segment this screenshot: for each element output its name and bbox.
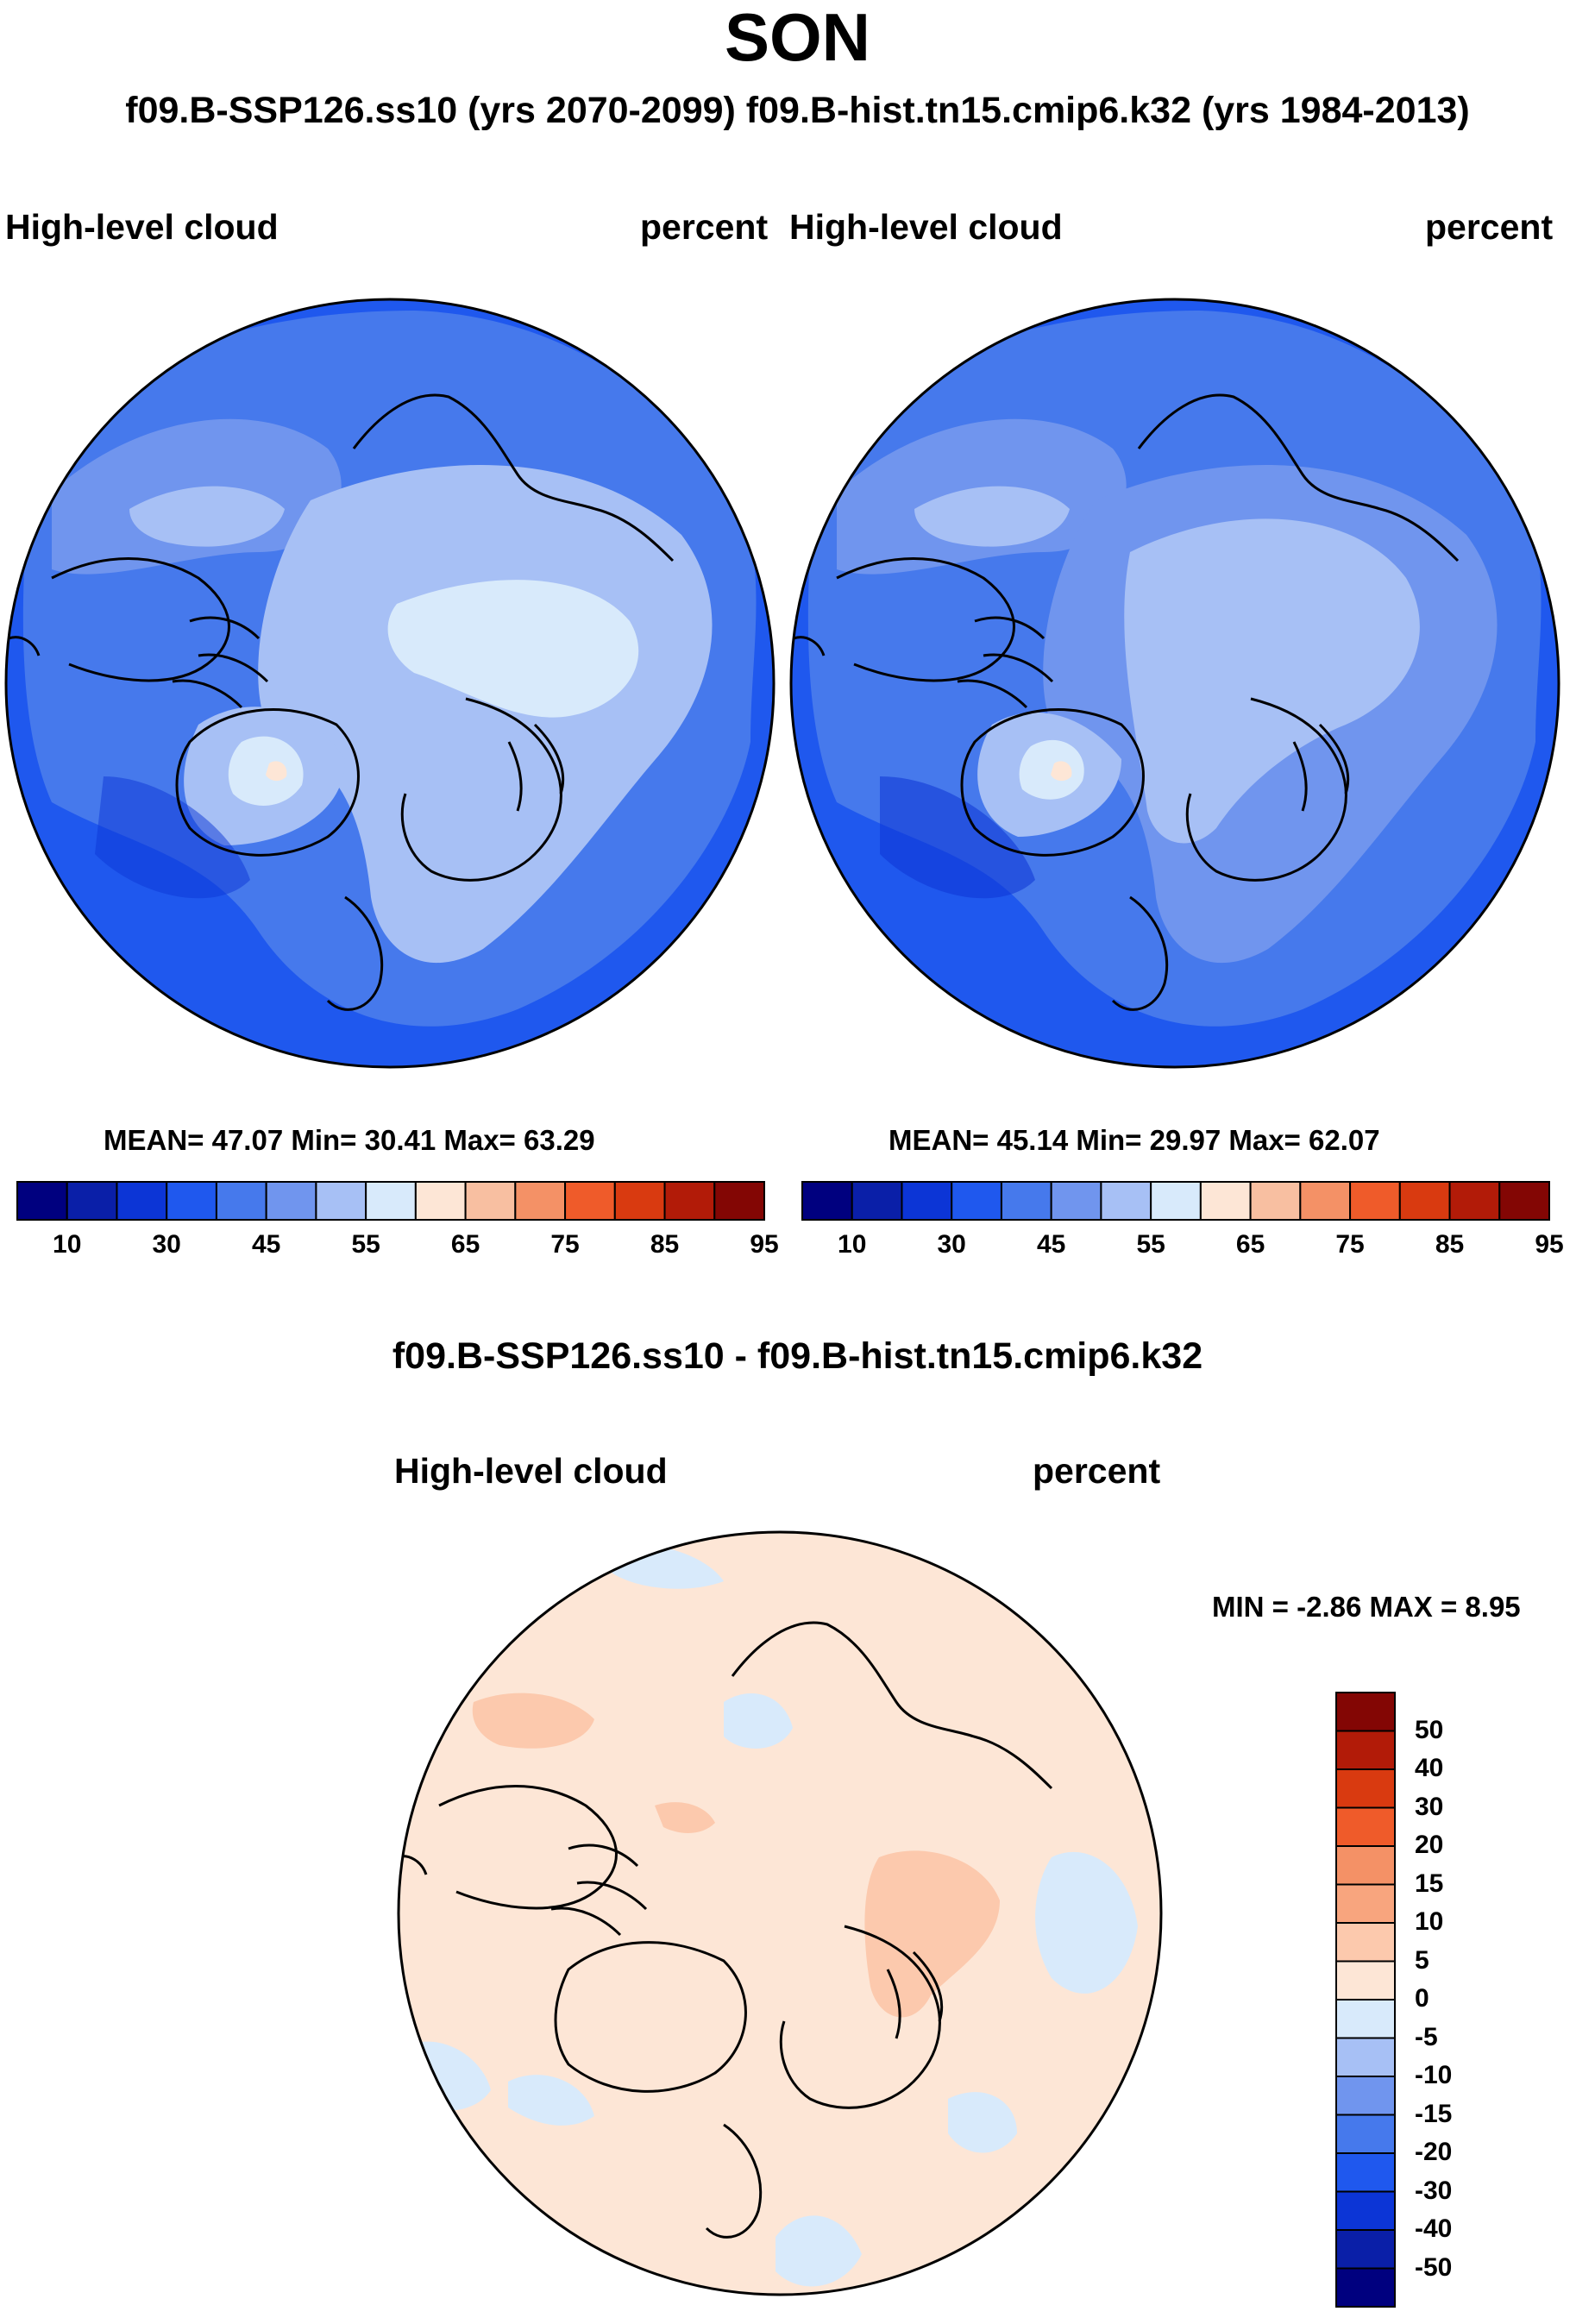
- colorbar-swatch: [1335, 1883, 1396, 1924]
- colorbar-tick-label: -30: [1415, 2176, 1453, 2205]
- colorbar-swatch: [215, 1181, 267, 1221]
- colorbar-tick-label: 65: [450, 1230, 480, 1259]
- colorbar-tick-label: -5: [1415, 2022, 1438, 2051]
- colorbar-tick-label: -40: [1415, 2214, 1453, 2243]
- colorbar-swatch: [1335, 2190, 1396, 2231]
- colorbar-swatch: [1050, 1181, 1102, 1221]
- colorbar-swatch: [851, 1181, 903, 1221]
- colorbar-tick-label: 65: [1235, 1230, 1265, 1259]
- colorbar-tick-label: 10: [838, 1230, 867, 1259]
- difference-title: f09.B-SSP126.ss10 - f09.B-hist.tn15.cmip…: [392, 1335, 1203, 1377]
- colorbar-swatch: [414, 1181, 467, 1221]
- colorbar-swatch: [1335, 2037, 1396, 2077]
- colorbar-tick-label: 55: [351, 1230, 380, 1259]
- colorbar-swatch: [613, 1181, 666, 1221]
- colorbar-swatch: [1448, 1181, 1501, 1221]
- colorbar-swatch: [1335, 2076, 1396, 2116]
- right-panel-variable: High-level cloud: [789, 207, 1063, 247]
- colorbar-swatch: [951, 1181, 1002, 1221]
- left-panel-variable: High-level cloud: [5, 207, 279, 247]
- colorbar-tick-label: -15: [1415, 2099, 1453, 2128]
- colorbar-swatch: [1249, 1181, 1302, 1221]
- difference-units: percent: [1033, 1451, 1161, 1491]
- colorbar-tick-label: 75: [550, 1230, 580, 1259]
- colorbar-swatch: [1335, 1960, 1396, 2001]
- colorbar-tick-label: 40: [1415, 1754, 1444, 1782]
- colorbar-swatch: [1000, 1181, 1052, 1221]
- colorbar-swatch: [1100, 1181, 1152, 1221]
- colorbar-swatch: [365, 1181, 417, 1221]
- colorbar-swatch: [1335, 2229, 1396, 2270]
- colorbar-tick-label: -20: [1415, 2138, 1453, 2166]
- colorbar-swatch: [901, 1181, 953, 1221]
- colorbar-swatch: [315, 1181, 367, 1221]
- colorbar-swatch: [464, 1181, 517, 1221]
- colorbar-swatch: [1335, 1806, 1396, 1847]
- colorbar-swatch: [116, 1181, 168, 1221]
- colorbar-tick-label: -50: [1415, 2252, 1453, 2282]
- colorbar-tick-label: 30: [1415, 1792, 1444, 1821]
- colorbar-tick-label: 20: [1415, 1831, 1444, 1859]
- colorbar-swatch: [1398, 1181, 1451, 1221]
- colorbar-swatch: [713, 1181, 765, 1221]
- colorbar-swatch: [1199, 1181, 1252, 1221]
- colorbar-tick-label: 75: [1335, 1230, 1365, 1259]
- colorbar-tick-label: 10: [53, 1230, 82, 1259]
- colorbar-tick-label: 55: [1136, 1230, 1165, 1259]
- right-colorbar: [801, 1181, 1550, 1221]
- colorbar-tick-label: 5: [1415, 1945, 1429, 1975]
- colorbar-swatch: [1299, 1181, 1352, 1221]
- colorbar-tick-label: 45: [251, 1230, 281, 1259]
- colorbar-tick-label: 85: [650, 1230, 680, 1259]
- difference-polar-map: [397, 1530, 1163, 2296]
- colorbar-swatch: [1335, 2152, 1396, 2193]
- colorbar-tick-label: 50: [1415, 1715, 1444, 1744]
- colorbar-swatch: [1335, 1922, 1396, 1963]
- colorbar-swatch: [1335, 1999, 1396, 2039]
- left-panel-units: percent: [640, 207, 769, 247]
- colorbar-tick-label: -10: [1415, 2061, 1453, 2089]
- colorbar-swatch: [1150, 1181, 1202, 1221]
- right-panel-stats: MEAN= 45.14 Min= 29.97 Max= 62.07: [889, 1124, 1380, 1156]
- colorbar-swatch: [1335, 1730, 1396, 1770]
- colorbar-swatch: [1335, 1845, 1396, 1886]
- colorbar-swatch: [514, 1181, 567, 1221]
- colorbar-swatch: [16, 1181, 68, 1221]
- colorbar-tick-label: 10: [1415, 1907, 1444, 1936]
- difference-colorbar: [1335, 1692, 1396, 2308]
- colorbar-tick-label: 30: [937, 1230, 966, 1259]
- left-panel-stats: MEAN= 47.07 Min= 30.41 Max= 63.29: [104, 1124, 595, 1156]
- right-panel-units: percent: [1425, 207, 1554, 247]
- left-polar-map: [4, 298, 776, 1069]
- colorbar-swatch: [66, 1181, 118, 1221]
- colorbar-swatch: [1335, 2267, 1396, 2308]
- colorbar-tick-label: 95: [750, 1230, 779, 1259]
- colorbar-tick-label: 45: [1036, 1230, 1066, 1259]
- colorbar-swatch: [265, 1181, 317, 1221]
- colorbar-swatch: [1498, 1181, 1550, 1221]
- colorbar-tick-label: 85: [1435, 1230, 1465, 1259]
- right-polar-map: [789, 298, 1560, 1069]
- colorbar-swatch: [1335, 1768, 1396, 1809]
- colorbar-swatch: [166, 1181, 217, 1221]
- colorbar-swatch: [1335, 2114, 1396, 2154]
- colorbar-tick-label: 95: [1535, 1230, 1564, 1259]
- main-title: SON: [724, 0, 871, 75]
- difference-min-max: MIN = -2.86 MAX = 8.95: [1212, 1591, 1521, 1623]
- left-colorbar: [16, 1181, 765, 1221]
- colorbar-tick-label: 15: [1415, 1869, 1444, 1898]
- colorbar-swatch: [1335, 1692, 1396, 1732]
- colorbar-swatch: [1349, 1181, 1401, 1221]
- difference-variable: High-level cloud: [394, 1451, 668, 1491]
- colorbar-swatch: [564, 1181, 616, 1221]
- colorbar-tick-label: 30: [152, 1230, 181, 1259]
- case-subtitle: f09.B-SSP126.ss10 (yrs 2070-2099) f09.B-…: [125, 90, 1470, 131]
- colorbar-swatch: [663, 1181, 716, 1221]
- colorbar-tick-label: 0: [1415, 1984, 1429, 2013]
- colorbar-swatch: [801, 1181, 853, 1221]
